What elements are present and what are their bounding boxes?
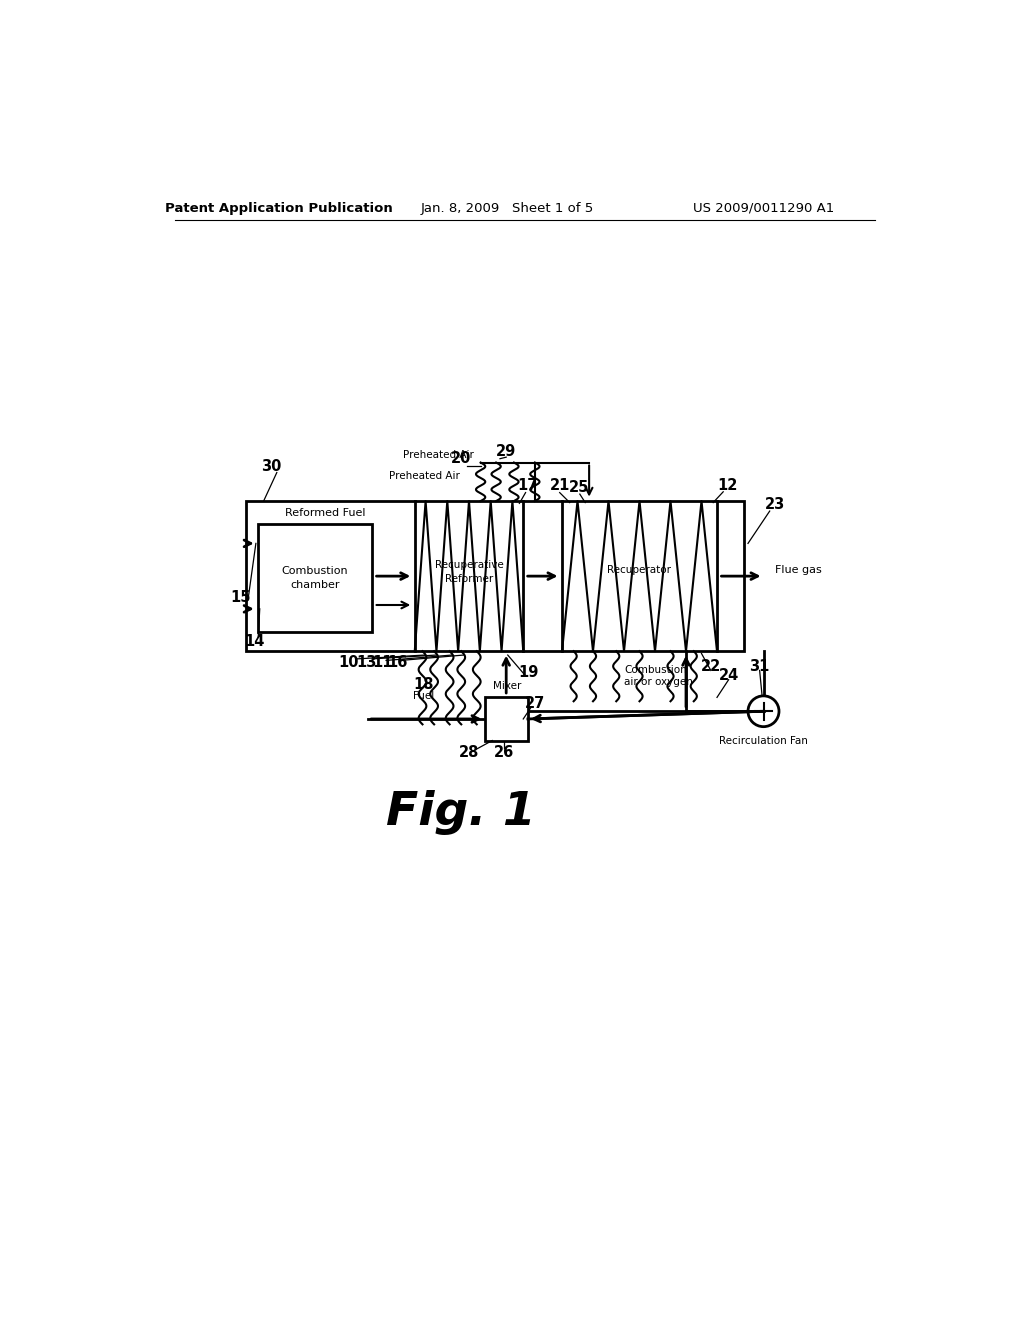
Text: 26: 26 bbox=[494, 746, 514, 760]
Text: Fig. 1: Fig. 1 bbox=[386, 791, 537, 836]
Text: Jan. 8, 2009   Sheet 1 of 5: Jan. 8, 2009 Sheet 1 of 5 bbox=[421, 202, 594, 215]
Text: Flue gas: Flue gas bbox=[775, 565, 822, 576]
Text: 31: 31 bbox=[750, 659, 770, 675]
Text: US 2009/0011290 A1: US 2009/0011290 A1 bbox=[693, 202, 835, 215]
Text: 30: 30 bbox=[261, 459, 282, 474]
Text: Recuperator: Recuperator bbox=[607, 565, 672, 576]
Text: 25: 25 bbox=[569, 479, 589, 495]
Text: 18: 18 bbox=[414, 677, 434, 692]
Text: 14: 14 bbox=[244, 635, 264, 649]
Text: 19: 19 bbox=[518, 665, 539, 680]
Text: Reformer: Reformer bbox=[444, 574, 494, 585]
Text: 12: 12 bbox=[717, 478, 737, 494]
Text: Recuperative: Recuperative bbox=[434, 561, 504, 570]
Text: Patent Application Publication: Patent Application Publication bbox=[165, 202, 393, 215]
Text: 29: 29 bbox=[496, 444, 516, 458]
Text: 16: 16 bbox=[387, 655, 408, 671]
Text: Combustion: Combustion bbox=[282, 566, 348, 576]
Text: Preheated Air: Preheated Air bbox=[389, 471, 460, 480]
Text: 17: 17 bbox=[517, 478, 538, 494]
Text: Reformed Fuel: Reformed Fuel bbox=[286, 508, 366, 517]
Text: 21: 21 bbox=[550, 478, 570, 494]
Text: air or oxygen: air or oxygen bbox=[624, 677, 693, 686]
Text: Combustion: Combustion bbox=[624, 665, 687, 676]
Text: 27: 27 bbox=[524, 696, 545, 711]
Text: 11: 11 bbox=[372, 655, 392, 671]
Text: Preheated Air: Preheated Air bbox=[402, 450, 473, 459]
Text: 28: 28 bbox=[459, 746, 479, 760]
Text: 15: 15 bbox=[230, 590, 251, 605]
Text: 20: 20 bbox=[451, 451, 471, 466]
Text: 23: 23 bbox=[765, 498, 785, 512]
Bar bbox=[246, 502, 744, 651]
Text: Mixer: Mixer bbox=[493, 681, 521, 690]
Text: Recirculation Fan: Recirculation Fan bbox=[719, 735, 808, 746]
Text: 10: 10 bbox=[339, 655, 359, 671]
Text: Fuel: Fuel bbox=[414, 690, 434, 701]
Bar bbox=[484, 697, 528, 741]
Text: 22: 22 bbox=[700, 659, 721, 675]
Text: 24: 24 bbox=[719, 668, 738, 684]
Text: chamber: chamber bbox=[291, 579, 340, 590]
Bar bbox=[258, 524, 372, 632]
Text: 13: 13 bbox=[356, 655, 377, 671]
